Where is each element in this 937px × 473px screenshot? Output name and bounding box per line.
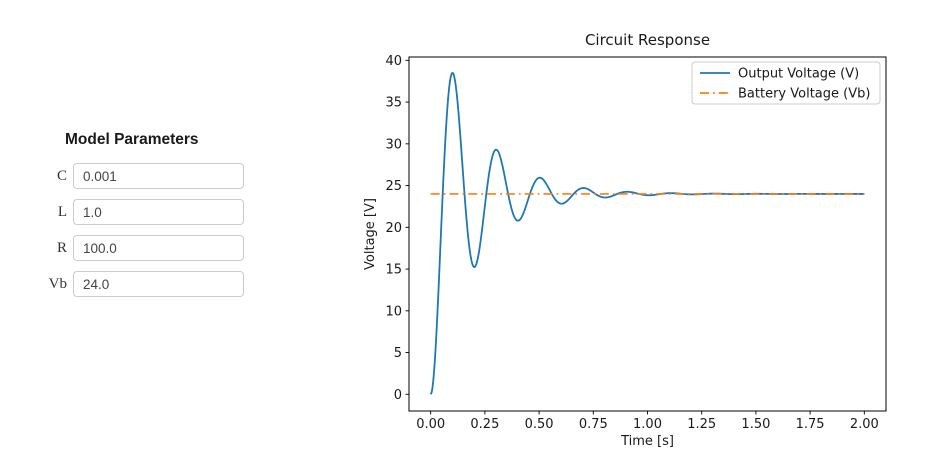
panel-title: Model Parameters	[65, 131, 199, 148]
chart-title: Circuit Response	[585, 31, 710, 49]
legend-box	[691, 61, 881, 105]
x-tick-label: 0.50	[525, 417, 554, 432]
param-input-l[interactable]	[73, 199, 244, 225]
param-label-vb: Vb	[48, 275, 67, 292]
x-tick-label: 1.50	[741, 417, 770, 432]
plot-border	[408, 56, 887, 412]
y-tick-label: 5	[394, 346, 402, 361]
y-tick-label: 10	[385, 304, 402, 319]
y-tick-label: 25	[385, 179, 402, 194]
legend-entry-label: Output Voltage (V)	[738, 67, 859, 82]
y-tick-label: 40	[385, 54, 402, 69]
param-row-l: L	[40, 199, 250, 225]
param-row-r: R	[40, 235, 250, 261]
param-input-r[interactable]	[73, 235, 244, 261]
x-tick-label: 1.75	[796, 417, 825, 432]
output-voltage-line	[429, 71, 865, 395]
y-tick-label: 0	[394, 388, 402, 403]
y-axis-label: Voltage [V]	[363, 198, 378, 270]
param-label-l: L	[57, 203, 67, 220]
x-tick-label: 0.00	[416, 417, 445, 432]
x-axis-label: Time [s]	[620, 434, 674, 449]
x-tick-label: 1.00	[633, 417, 662, 432]
y-tick-label: 20	[385, 221, 402, 236]
param-row-c: C	[40, 163, 250, 189]
x-tick-label: 1.25	[687, 417, 716, 432]
param-label-r: R	[56, 239, 67, 256]
param-row-vb: Vb	[40, 271, 250, 297]
param-input-vb[interactable]	[73, 271, 244, 297]
param-label-c: C	[56, 167, 67, 184]
y-tick-label: 35	[385, 96, 402, 111]
circuit-response-figure: Circuit Response Time [s] Voltage [V] 0.00 0…	[363, 31, 887, 449]
x-tick-label: 2.00	[850, 417, 879, 432]
x-tick-label: 0.25	[470, 417, 499, 432]
y-tick-label: 15	[385, 263, 402, 278]
x-tick-label: 0.75	[579, 417, 608, 432]
legend-entry-label: Battery Voltage (Vb)	[738, 87, 870, 102]
param-input-c[interactable]	[73, 163, 244, 189]
y-tick-label: 30	[385, 137, 402, 152]
model-parameters-panel: Model Parameters C L R Vb	[40, 131, 250, 307]
